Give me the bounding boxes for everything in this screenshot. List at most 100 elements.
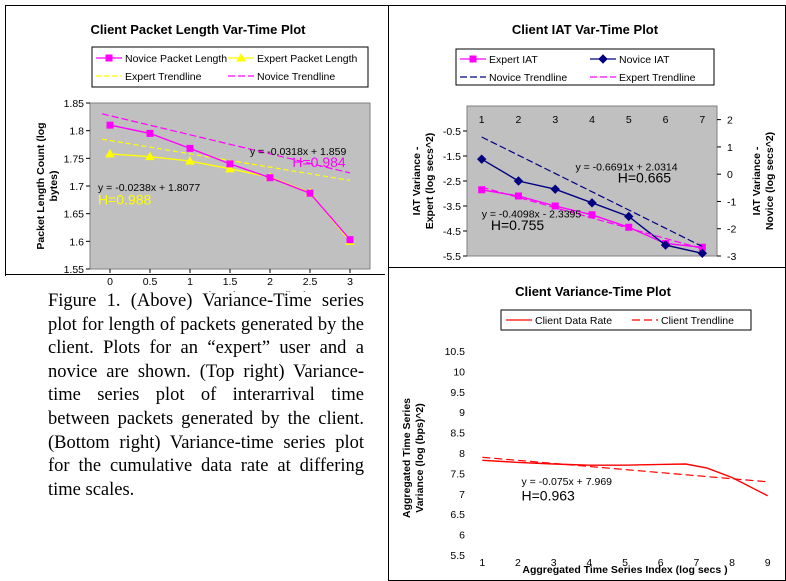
iat-left-tick-label: -3.5 — [443, 201, 461, 213]
iat-x-tick-label: 7 — [699, 114, 705, 126]
figure-caption: Figure 1. (Above) Variance-Time series p… — [48, 291, 364, 500]
rate-x-tick-label: 2 — [515, 557, 521, 569]
iat-point-novice-iat — [550, 184, 560, 194]
iat-legend-label: Novice Trendline — [489, 72, 567, 84]
packet-annotation: y = -0.0318x + 1.859 — [250, 146, 346, 158]
rate-y-tick-label: 5.5 — [450, 550, 465, 562]
iat-series-expert-trendline — [481, 186, 703, 250]
iat-legend-label: Expert IAT — [489, 54, 538, 66]
iat-left-axis-label: IAT Variance -Expert (log secs^2) — [411, 133, 436, 230]
packet-x-tick-label: 2 — [267, 276, 273, 288]
iat-legend-marker — [598, 54, 608, 64]
iat-plot-area — [466, 105, 718, 257]
rate-y-tick-label: 6.5 — [450, 509, 465, 521]
iat-left-tick-label: -1.5 — [443, 151, 461, 163]
iat-left-tick-label: -5.5 — [443, 251, 461, 263]
iat-left-tick-label: -0.5 — [443, 126, 461, 138]
iat-annotation: y = -0.6691x + 2.0314 — [575, 161, 677, 173]
packet-annotation: H=0.988 — [98, 191, 152, 207]
iat-left-tick-label: -4.5 — [443, 226, 461, 238]
iat-annotation: y = -0.4098x - 2.3395 — [482, 208, 582, 220]
packet-y-tick-label: 1.7 — [69, 181, 84, 193]
iat-right-tick-label: -2 — [727, 224, 736, 236]
iat-x-tick-label: 3 — [552, 114, 558, 126]
packet-y-tick-label: 1.55 — [64, 264, 85, 276]
iat-legend-label: Novice IAT — [619, 54, 670, 66]
rate-x-tick-label: 1 — [479, 557, 485, 569]
rate-y-tick-label: 10 — [453, 366, 465, 378]
iat-chart-title: Client IAT Var-Time Plot — [512, 22, 659, 37]
iat-right-tick-label: -1 — [727, 196, 736, 208]
packet-point-novice-packet-length — [146, 129, 154, 137]
rate-chart-title: Client Variance-Time Plot — [515, 284, 671, 299]
rate-y-tick-label: 6 — [459, 530, 465, 542]
rate-annotation: H=0.963 — [522, 487, 576, 503]
rate-legend-label: Client Trendline — [661, 315, 734, 327]
iat-right-tick-label: -3 — [727, 251, 736, 263]
iat-legend-box — [455, 48, 715, 86]
rate-y-tick-label: 10.5 — [445, 346, 466, 358]
rate-y-tick-label: 9.5 — [450, 387, 465, 399]
rate-x-axis-label: Aggregated Time Series Index (log secs ) — [522, 564, 727, 576]
packet-y-tick-label: 1.75 — [64, 153, 85, 165]
iat-right-tick-label: 2 — [727, 115, 733, 127]
iat-point-expert-iat — [551, 202, 559, 210]
packet-series-expert-trendline — [101, 138, 351, 181]
iat-point-novice-iat — [624, 211, 634, 222]
iat-point-expert-iat — [478, 186, 486, 194]
packet-x-tick-label: 0.5 — [143, 276, 158, 288]
iat-point-expert-iat — [625, 223, 633, 231]
packet-y-tick-label: 1.85 — [64, 98, 85, 110]
rate-x-tick-label: 5 — [622, 557, 628, 569]
packet-series-novice-trendline — [101, 113, 351, 174]
packet-point-novice-packet-length — [106, 121, 114, 129]
iat-series-novice-trendline — [481, 136, 703, 248]
packet-annotation: H=0.984 — [292, 154, 346, 170]
packet-x-tick-label: 2.5 — [303, 276, 318, 288]
packet-y-tick-label: 1.6 — [69, 236, 84, 248]
iat-x-tick-label: 5 — [626, 114, 632, 126]
packet-x-tick-label: 1.5 — [223, 276, 238, 288]
iat-annotation: H=0.665 — [618, 169, 672, 185]
rate-y-tick-label: 8 — [459, 448, 465, 460]
packet-y-tick-label: 1.8 — [69, 126, 84, 138]
packet-legend-label: Expert Packet Length — [257, 53, 358, 65]
packet-legend-marker — [105, 54, 113, 62]
packet-point-expert-packet-length — [225, 163, 235, 173]
rate-x-tick-label: 4 — [586, 557, 592, 569]
panel-bottom-edge — [5, 274, 385, 275]
packet-point-novice-packet-length — [226, 160, 234, 168]
rate-x-tick-label: 8 — [729, 557, 735, 569]
packet-y-tick-label: 1.65 — [64, 209, 85, 221]
packet-annotation: y = -0.0238x + 1.8077 — [98, 182, 200, 194]
packet-point-novice-packet-length — [346, 236, 354, 244]
iat-right-axis-label: IAT Variance -Novice (log secs^2) — [751, 132, 776, 230]
rate-series-client-data-rate — [482, 459, 769, 497]
rate-y-tick-label: 7.5 — [450, 468, 465, 480]
packet-point-novice-packet-length — [306, 189, 314, 197]
rate-legend-box — [500, 309, 752, 331]
packet-x-tick-label: 0 — [107, 276, 113, 288]
packet-legend-box — [91, 46, 369, 88]
packet-legend-label: Novice Trendline — [257, 71, 335, 83]
iat-legend-label: Expert Trendline — [619, 72, 696, 84]
rate-legend-label: Client Data Rate — [535, 315, 612, 327]
packet-point-expert-packet-length — [185, 156, 195, 165]
packet-x-tick-label: 3 — [347, 276, 353, 288]
rate-y-tick-label: 7 — [459, 489, 465, 501]
iat-point-novice-iat — [697, 248, 708, 258]
packet-point-novice-packet-length — [186, 144, 194, 152]
iat-annotation: H=0.755 — [491, 217, 545, 233]
iat-x-tick-label: 2 — [516, 114, 522, 126]
rate-y-tick-label: 9 — [459, 407, 465, 419]
packet-crop-mask-2 — [6, 292, 384, 304]
iat-right-tick-label: 1 — [727, 142, 733, 154]
packet-y-axis-label: Packet Length Count (logbytes) — [35, 122, 60, 249]
packet-legend-label: Novice Packet Length — [125, 53, 227, 65]
rate-y-tick-label: 8.5 — [450, 428, 465, 440]
iat-legend-marker — [469, 55, 477, 63]
rate-x-tick-label: 3 — [551, 557, 557, 569]
rate-annotation: y = -0.075x + 7.969 — [522, 476, 613, 488]
